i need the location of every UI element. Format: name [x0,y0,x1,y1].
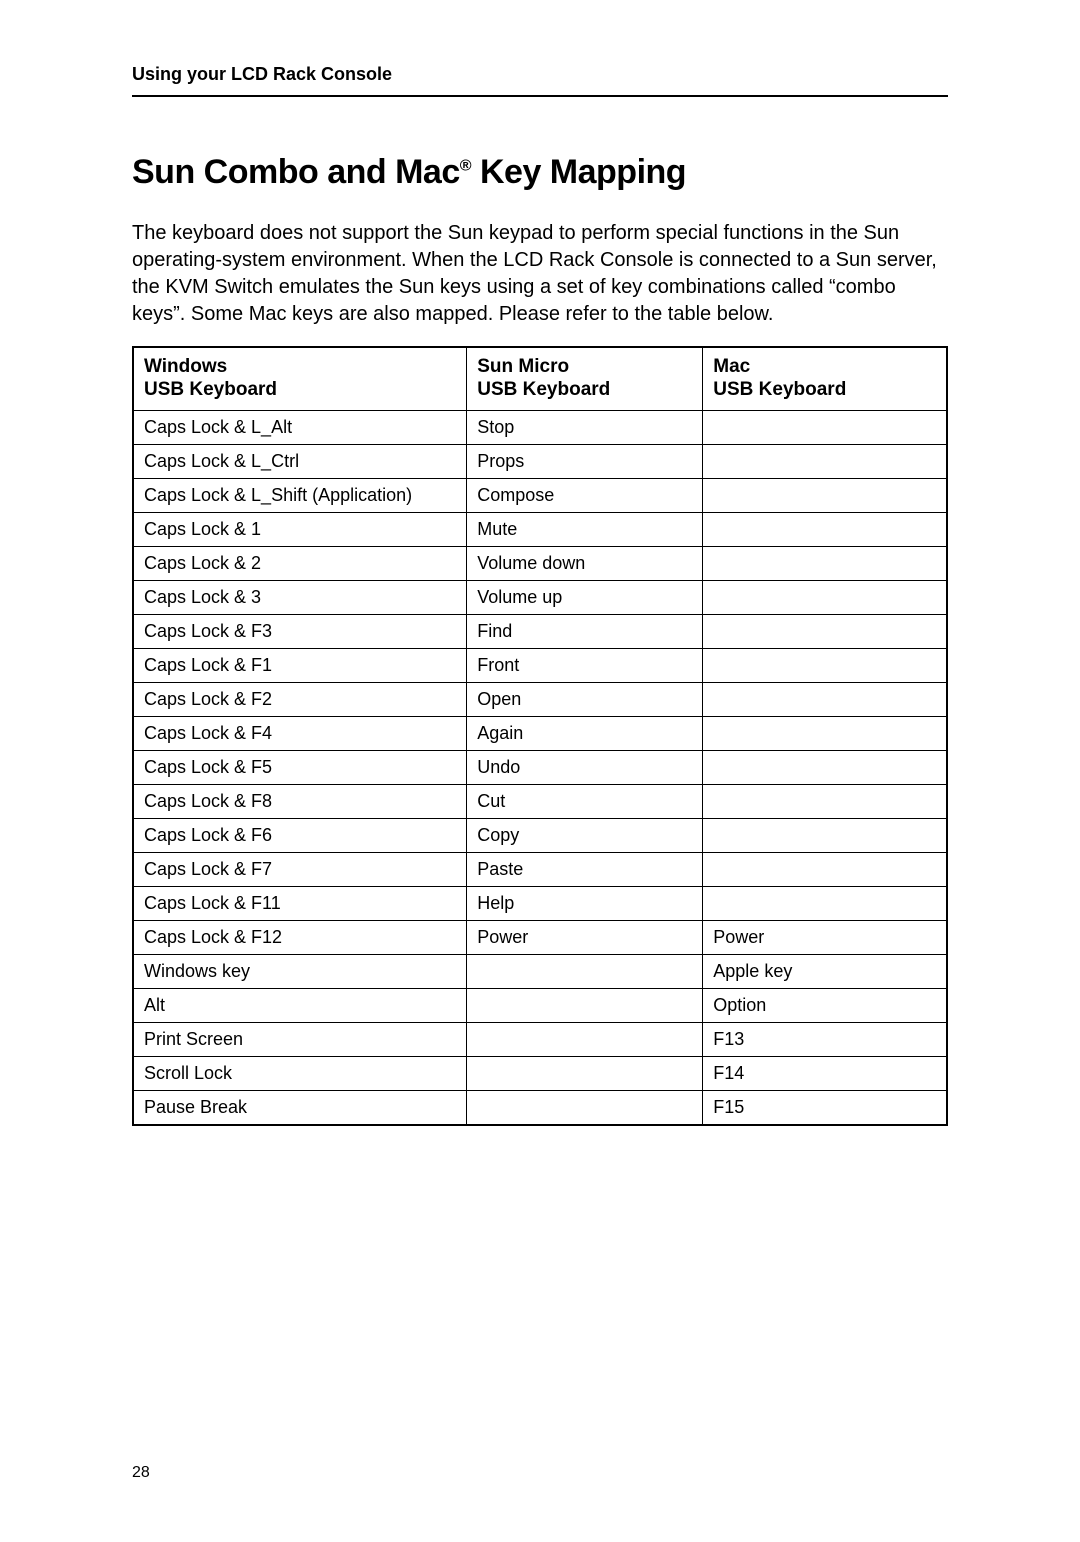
table-cell [703,478,947,512]
table-cell: Apple key [703,954,947,988]
table-row: Windows key Apple key [133,954,947,988]
table-cell: Paste [467,852,703,886]
table-cell [703,614,947,648]
table-row: Caps Lock & 1Mute [133,512,947,546]
table-cell [467,1090,703,1125]
table-cell [703,852,947,886]
table-cell: Caps Lock & F8 [133,784,467,818]
title-pre: Sun Combo and Mac [132,153,460,191]
table-cell: Caps Lock & 3 [133,580,467,614]
table-row: Caps Lock & F6Copy [133,818,947,852]
title-post: Key Mapping [471,153,686,191]
table-cell: Caps Lock & L_Alt [133,410,467,444]
table-cell: Props [467,444,703,478]
table-cell: Stop [467,410,703,444]
page-title: Sun Combo and Mac® Key Mapping [132,153,948,192]
table-cell [703,648,947,682]
table-row: Caps Lock & F3Find [133,614,947,648]
page-number: 28 [132,1464,150,1482]
table-body: Caps Lock & L_AltStopCaps Lock & L_CtrlP… [133,410,947,1125]
table-cell: F15 [703,1090,947,1125]
table-cell: Caps Lock & L_Shift (Application) [133,478,467,512]
table-cell: Power [703,920,947,954]
table-cell: Caps Lock & F2 [133,682,467,716]
table-cell: Caps Lock & F11 [133,886,467,920]
table-cell: Caps Lock & L_Ctrl [133,444,467,478]
intro-paragraph: The keyboard does not support the Sun ke… [132,220,948,328]
table-head: WindowsUSB KeyboardSun MicroUSB Keyboard… [133,347,947,410]
table-row: Caps Lock & 2Volume down [133,546,947,580]
table-cell: Undo [467,750,703,784]
table-cell: Caps Lock & F4 [133,716,467,750]
table-cell: Caps Lock & F12 [133,920,467,954]
table-row: Caps Lock & 3Volume up [133,580,947,614]
table-cell: F14 [703,1056,947,1090]
table-cell [703,444,947,478]
table-row: Caps Lock & L_CtrlProps [133,444,947,478]
table-cell [467,1056,703,1090]
table-cell: Windows key [133,954,467,988]
table-cell: Mute [467,512,703,546]
table-cell: Open [467,682,703,716]
table-cell [703,512,947,546]
table-cell [703,750,947,784]
table-cell: Compose [467,478,703,512]
table-cell: Alt [133,988,467,1022]
table-row: Caps Lock & L_Shift (Application)Compose [133,478,947,512]
table-row: Caps Lock & F11Help [133,886,947,920]
table-cell: Copy [467,818,703,852]
table-cell [703,886,947,920]
table-cell [703,716,947,750]
table-cell: Print Screen [133,1022,467,1056]
table-cell [467,988,703,1022]
table-row: Pause Break F15 [133,1090,947,1125]
table-row: Alt Option [133,988,947,1022]
table-row: Caps Lock & F4Again [133,716,947,750]
table-cell [703,818,947,852]
page: Using your LCD Rack Console Sun Combo an… [0,0,1080,1126]
table-row: Caps Lock & F7Paste [133,852,947,886]
running-head: Using your LCD Rack Console [132,64,948,97]
title-registered-mark: ® [460,158,471,175]
key-mapping-table: WindowsUSB KeyboardSun MicroUSB Keyboard… [132,346,948,1126]
table-cell: Volume up [467,580,703,614]
table-cell: Caps Lock & F3 [133,614,467,648]
table-row: Caps Lock & F5Undo [133,750,947,784]
table-cell [467,1022,703,1056]
table-cell: Volume down [467,546,703,580]
table-header-row: WindowsUSB KeyboardSun MicroUSB Keyboard… [133,347,947,410]
table-cell: Power [467,920,703,954]
table-cell: Pause Break [133,1090,467,1125]
table-row: Scroll Lock F14 [133,1056,947,1090]
table-cell [703,784,947,818]
table-header-cell: MacUSB Keyboard [703,347,947,410]
table-cell: F13 [703,1022,947,1056]
table-cell [703,546,947,580]
table-cell: Front [467,648,703,682]
table-row: Print Screen F13 [133,1022,947,1056]
table-cell: Find [467,614,703,648]
table-row: Caps Lock & F1Front [133,648,947,682]
table-cell [703,410,947,444]
table-cell: Again [467,716,703,750]
table-cell: Caps Lock & 1 [133,512,467,546]
table-cell: Caps Lock & F1 [133,648,467,682]
table-row: Caps Lock & F2Open [133,682,947,716]
table-cell [703,682,947,716]
table-cell: Caps Lock & F5 [133,750,467,784]
table-header-cell: WindowsUSB Keyboard [133,347,467,410]
table-row: Caps Lock & L_AltStop [133,410,947,444]
table-cell [703,580,947,614]
table-row: Caps Lock & F8Cut [133,784,947,818]
table-cell: Help [467,886,703,920]
table-row: Caps Lock & F12PowerPower [133,920,947,954]
table-cell: Caps Lock & F7 [133,852,467,886]
table-cell: Cut [467,784,703,818]
table-cell: Caps Lock & 2 [133,546,467,580]
table-header-cell: Sun MicroUSB Keyboard [467,347,703,410]
table-cell [467,954,703,988]
table-cell: Scroll Lock [133,1056,467,1090]
table-cell: Option [703,988,947,1022]
table-cell: Caps Lock & F6 [133,818,467,852]
